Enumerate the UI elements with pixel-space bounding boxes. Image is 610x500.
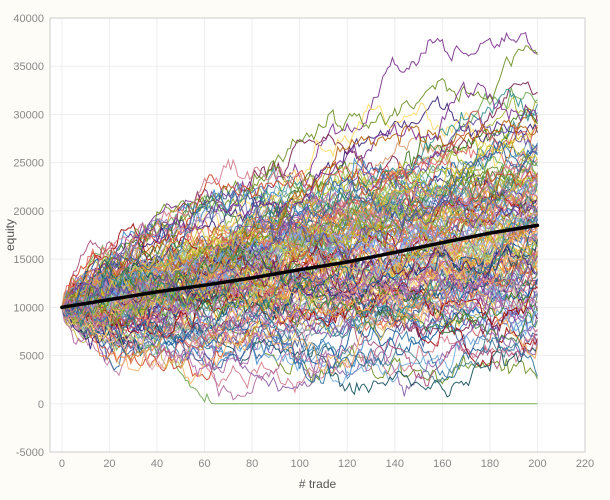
y-tick-label: 40000 bbox=[13, 13, 44, 25]
x-tick-label: 160 bbox=[433, 458, 451, 470]
x-tick-label: 20 bbox=[103, 458, 115, 470]
x-tick-label: 140 bbox=[386, 458, 404, 470]
x-tick-label: 120 bbox=[338, 458, 356, 470]
x-tick-label: 80 bbox=[246, 458, 258, 470]
y-tick-label: 25000 bbox=[13, 158, 44, 170]
y-tick-label: -5000 bbox=[16, 447, 44, 459]
x-tick-label: 0 bbox=[59, 458, 65, 470]
x-tick-label: 220 bbox=[576, 458, 594, 470]
y-tick-label: 0 bbox=[38, 399, 44, 411]
x-axis-label: # trade bbox=[299, 477, 337, 491]
y-axis-label: equity bbox=[3, 219, 17, 251]
x-tick-label: 100 bbox=[290, 458, 308, 470]
x-tick-label: 60 bbox=[198, 458, 210, 470]
x-tick-label: 40 bbox=[151, 458, 163, 470]
y-tick-label: 15000 bbox=[13, 254, 44, 266]
y-tick-label: 30000 bbox=[13, 109, 44, 121]
y-tick-label: 35000 bbox=[13, 61, 44, 73]
y-tick-label: 20000 bbox=[13, 206, 44, 218]
x-tick-label: 180 bbox=[481, 458, 499, 470]
x-tick-label: 200 bbox=[528, 458, 546, 470]
equity-monte-carlo-chart: 0 20 40 60 80 100 120 140 160 180 200 220 -5000 0 5000… bbox=[0, 0, 610, 500]
y-tick-label: 10000 bbox=[13, 302, 44, 314]
y-tick-label: 5000 bbox=[20, 351, 44, 363]
